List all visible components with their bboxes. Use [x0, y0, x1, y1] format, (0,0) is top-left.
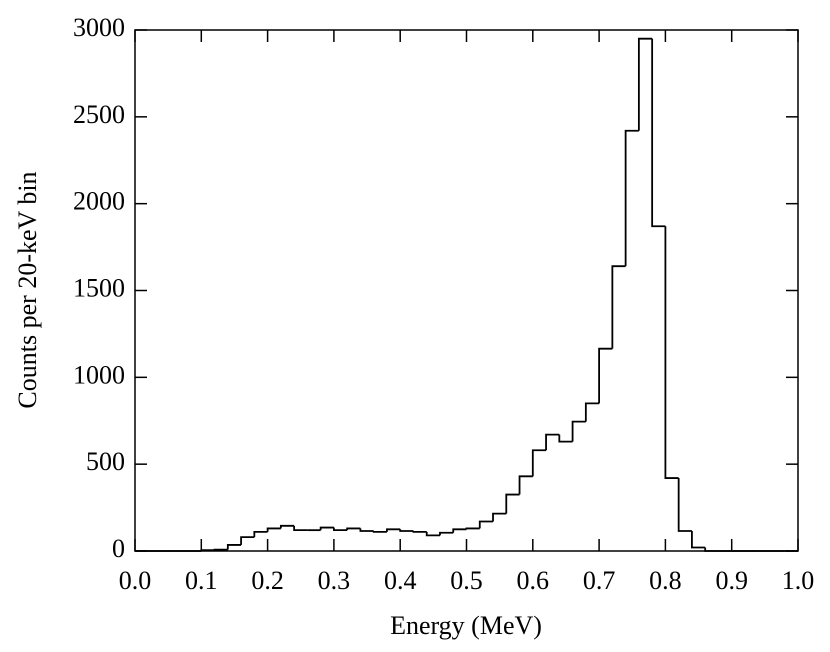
- x-tick-label: 0.1: [185, 566, 218, 595]
- histogram-bin: [399, 529, 414, 532]
- histogram-bin: [412, 530, 427, 533]
- histogram-bin: [372, 530, 387, 533]
- histogram-bin: [704, 547, 719, 552]
- histogram-bin: [226, 544, 242, 550]
- y-tick-label: 1500: [73, 273, 125, 302]
- histogram-bin: [531, 449, 547, 477]
- y-tick-label: 500: [86, 447, 125, 476]
- histogram-bin: [240, 536, 255, 545]
- histogram-bin: [425, 531, 440, 537]
- y-tick-label: 1000: [73, 360, 125, 389]
- y-tick-label: 2500: [73, 100, 125, 129]
- histogram-bin: [518, 475, 533, 495]
- histogram-bin: [598, 347, 613, 404]
- x-tick-label: 0.8: [649, 566, 682, 595]
- histogram-bin: [333, 527, 348, 532]
- plot-frame: [134, 29, 799, 552]
- histogram-bin: [584, 402, 600, 422]
- histogram-bin: [505, 493, 520, 514]
- histogram-bin: [359, 528, 374, 532]
- histogram-bin: [279, 524, 295, 529]
- histogram-bin: [558, 434, 573, 443]
- histogram-bin: [478, 520, 494, 529]
- histogram-bin: [200, 549, 215, 552]
- y-tick-label: 3000: [73, 13, 125, 42]
- x-tick-label: 0.2: [251, 566, 284, 595]
- histogram-bin: [611, 265, 626, 349]
- histogram-bin: [213, 548, 228, 551]
- x-tick-label: 1.0: [782, 566, 815, 595]
- histogram-bin: [677, 478, 692, 532]
- x-tick-label: 0.7: [583, 566, 616, 595]
- histogram-bin: [571, 420, 586, 442]
- histogram-bin: [691, 531, 706, 549]
- x-tick-label: 0.3: [318, 566, 351, 595]
- histogram-bin: [545, 433, 560, 451]
- histogram-bin: [386, 528, 401, 532]
- histogram-bin: [266, 527, 281, 532]
- histogram-bin: [651, 38, 666, 228]
- histogram-bin: [664, 226, 679, 479]
- histogram-bin: [624, 129, 639, 267]
- x-tick-label: 0.6: [517, 566, 550, 595]
- y-tick-label: 2000: [73, 187, 125, 216]
- histogram-bin: [253, 530, 268, 538]
- histogram-bin: [319, 526, 334, 531]
- y-tick-label: 0: [112, 534, 125, 563]
- x-tick-label: 0.0: [119, 566, 152, 595]
- y-axis-label: Counts per 20-keV bin: [13, 171, 42, 408]
- histogram-bin: [452, 528, 467, 533]
- histogram-bin: [637, 37, 653, 131]
- x-tick-label: 0.5: [450, 566, 483, 595]
- histogram-bin: [492, 512, 507, 522]
- histogram-bin: [293, 525, 308, 532]
- histogram-bin: [346, 527, 361, 531]
- x-axis-label: Energy (MeV): [390, 611, 542, 640]
- histogram-bin: [465, 527, 480, 530]
- x-tick-label: 0.4: [384, 566, 417, 595]
- x-tick-label: 0.9: [715, 566, 748, 595]
- histogram-bin: [439, 531, 454, 536]
